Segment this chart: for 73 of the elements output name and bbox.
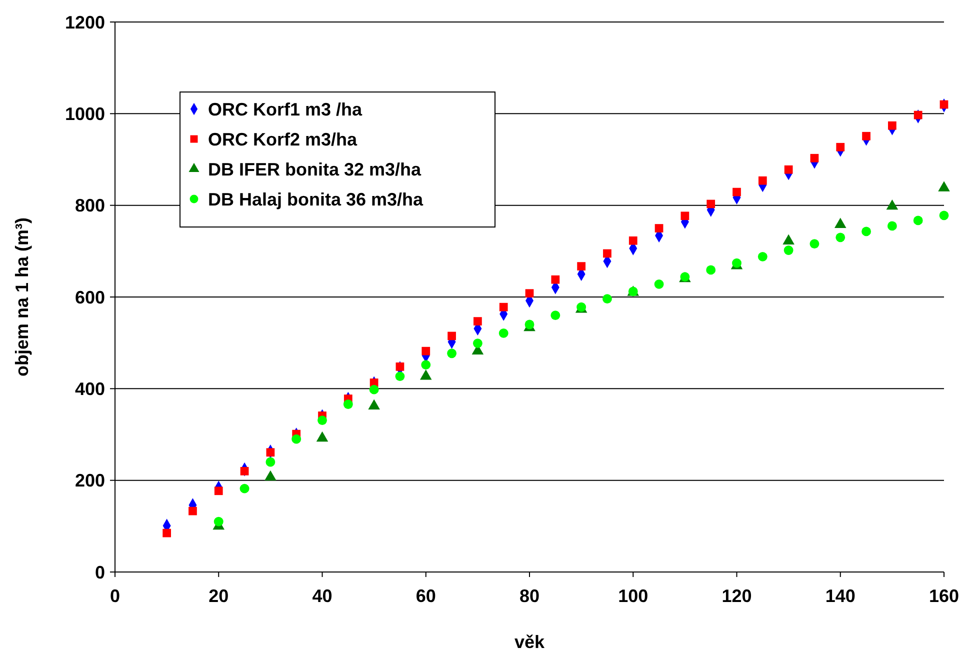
y-tick-label: 1000 [64, 104, 105, 124]
point [784, 246, 794, 255]
point [343, 400, 353, 409]
x-tick-label: 40 [312, 586, 332, 606]
x-tick-label: 60 [416, 586, 436, 606]
point [396, 362, 404, 371]
point [914, 110, 922, 120]
point [758, 252, 768, 262]
legend-label: DB IFER bonita 32 m3/ha [208, 159, 422, 180]
point [862, 132, 870, 140]
point [940, 100, 948, 109]
point [498, 328, 508, 338]
point [447, 348, 456, 358]
point [474, 317, 482, 326]
x-tick-label: 120 [722, 586, 752, 606]
legend-label: ORC Korf2 m3/ha [208, 129, 358, 150]
point [318, 416, 327, 425]
point [706, 265, 716, 275]
point [810, 154, 819, 162]
x-tick-label: 160 [928, 586, 960, 606]
point [810, 239, 820, 249]
point [369, 384, 379, 394]
point [525, 289, 534, 298]
x-tick-label: 100 [618, 586, 648, 606]
point [706, 200, 716, 208]
point [292, 434, 302, 444]
x-tick-label: 140 [825, 586, 856, 606]
point [551, 275, 560, 284]
y-axis-title: objem na 1 ha (m³) [12, 217, 32, 377]
point [266, 448, 275, 457]
point [888, 121, 896, 130]
y-tick-label: 400 [74, 378, 105, 399]
y-tick-label: 600 [74, 287, 105, 308]
x-tick-label: 0 [110, 586, 120, 606]
point [939, 210, 949, 220]
y-tick-label: 1200 [64, 12, 105, 32]
y-tick-label: 200 [74, 470, 105, 491]
point [188, 506, 197, 516]
point [499, 302, 508, 312]
point [266, 457, 276, 467]
point [913, 216, 923, 226]
point [680, 212, 690, 220]
point [162, 528, 171, 538]
point [214, 486, 223, 496]
point [602, 294, 612, 304]
point [758, 176, 767, 185]
point [862, 226, 871, 236]
legend-label: ORC Korf1 m3 /ha [208, 99, 364, 120]
legend-label: DB Halaj bonita 36 m3/ha [208, 189, 424, 210]
point [628, 236, 638, 245]
point [422, 346, 430, 356]
point [654, 279, 664, 289]
point [836, 142, 845, 152]
x-tick-label: 80 [519, 586, 540, 606]
point [395, 372, 405, 381]
point [448, 332, 456, 340]
point [784, 165, 793, 174]
y-tick-label: 800 [74, 196, 105, 216]
point [887, 221, 897, 231]
point [836, 232, 846, 242]
point [421, 360, 431, 370]
x-tick-label: 20 [208, 586, 229, 606]
point [240, 466, 249, 476]
point [550, 310, 560, 320]
point [214, 516, 224, 526]
point [577, 262, 586, 270]
x-axis-title: věk [514, 632, 546, 652]
point [240, 484, 250, 494]
point [732, 188, 741, 196]
point [603, 249, 612, 258]
point [654, 224, 664, 232]
y-tick-label: 0 [94, 562, 105, 582]
point [472, 338, 482, 348]
